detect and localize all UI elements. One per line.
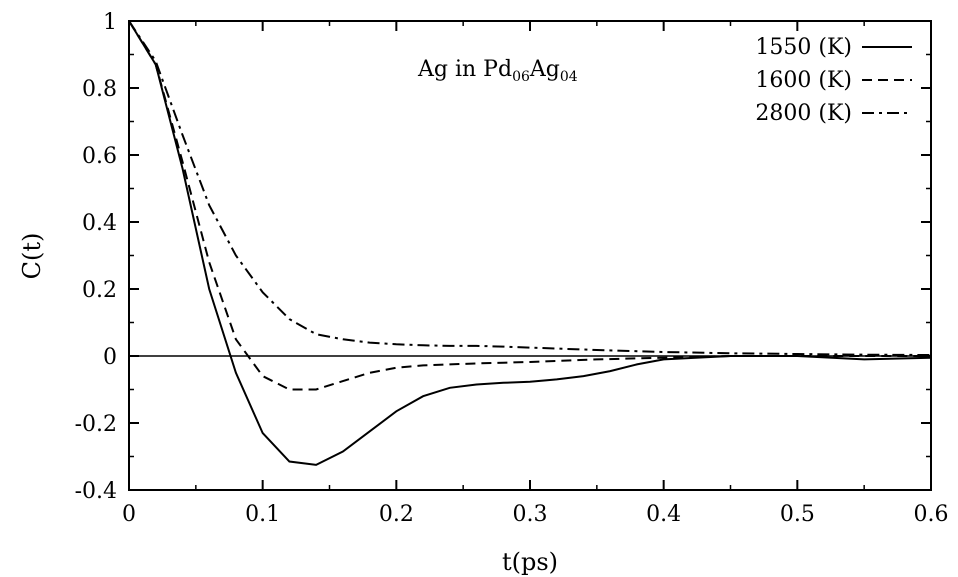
series-line-0 xyxy=(128,20,932,466)
annotation-text: Ag xyxy=(529,57,560,82)
y-tick-label: 0.6 xyxy=(82,144,117,169)
x-tick-label: 0.3 xyxy=(513,502,548,527)
y-tick-label: 0.4 xyxy=(82,211,117,236)
annotation-subscript: 06 xyxy=(512,69,530,85)
x-tick-label: 0.6 xyxy=(914,502,949,527)
y-tick-label: 1 xyxy=(103,10,117,35)
legend-label: 1600 (K) xyxy=(755,68,852,93)
x-tick-label: 0.2 xyxy=(379,502,414,527)
x-tick-label: 0.1 xyxy=(245,502,280,527)
y-tick-label: -0.4 xyxy=(75,479,117,504)
series-line-1 xyxy=(128,20,931,391)
y-tick-label: 0 xyxy=(103,345,117,370)
legend-label: 2800 (K) xyxy=(755,101,852,126)
series-line-2 xyxy=(128,20,932,356)
annotation-subscript: 04 xyxy=(560,69,578,85)
x-axis-title: t(ps) xyxy=(502,548,558,576)
y-axis-title: C(t) xyxy=(18,233,46,280)
y-tick-label: 0.8 xyxy=(82,77,117,102)
legend-label: 1550 (K) xyxy=(755,35,852,60)
x-tick-label: 0 xyxy=(122,502,136,527)
plot-annotation: Ag in Pd06Ag04 xyxy=(417,57,578,85)
y-tick-label: 0.2 xyxy=(82,278,117,303)
annotation-text: Ag in Pd xyxy=(417,57,512,82)
x-tick-label: 0.4 xyxy=(646,502,681,527)
y-tick-label: -0.2 xyxy=(75,412,117,437)
x-tick-label: 0.5 xyxy=(780,502,815,527)
